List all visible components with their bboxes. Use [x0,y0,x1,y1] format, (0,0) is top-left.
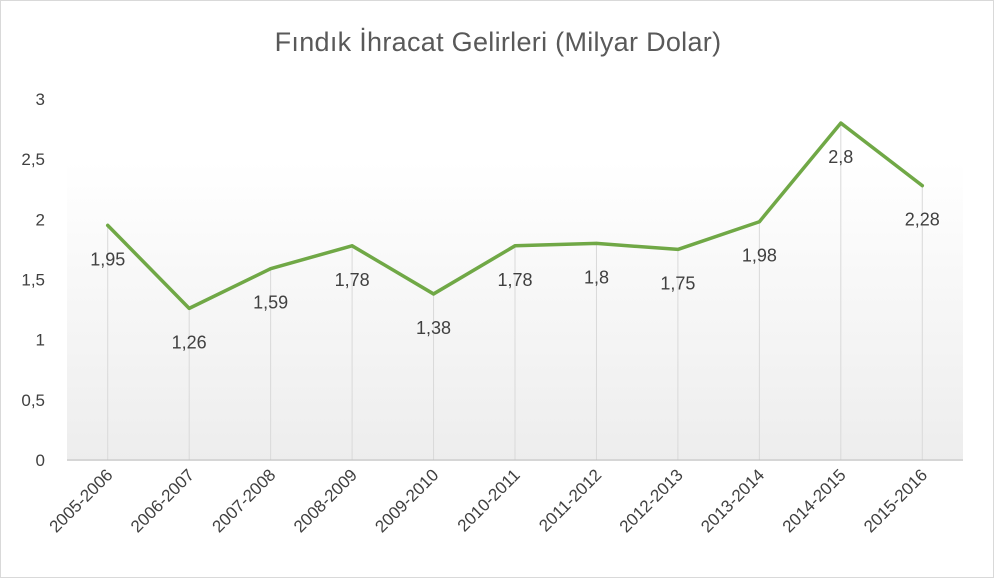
data-point [350,244,354,248]
data-label: 1,95 [90,249,125,269]
data-label: 1,38 [416,318,451,338]
y-tick-label: 2 [36,210,45,229]
x-tick-label: 2010-2011 [454,465,524,535]
data-label: 1,78 [497,270,532,290]
data-point [269,267,273,271]
data-point [594,241,598,245]
x-tick-label: 2009-2010 [371,465,442,536]
data-label: 2,28 [905,210,940,230]
x-tick-label: 2014-2015 [779,465,850,536]
data-label: 1,98 [742,246,777,266]
data-point [920,184,924,188]
x-tick-label: 2013-2014 [697,465,768,536]
y-tick-label: 1,5 [21,271,45,290]
data-point [676,247,680,251]
data-point [187,306,191,310]
x-tick-label: 2012-2013 [616,465,687,536]
y-tick-label: 0,5 [21,391,45,410]
data-label: 1,59 [253,293,288,313]
x-tick-label: 2005-2006 [46,465,117,536]
y-tick-label: 1 [36,331,45,350]
data-label: 2,8 [828,147,853,167]
x-tick-label: 2006-2007 [127,465,198,536]
chart-title: Fındık İhracat Gelirleri (Milyar Dolar) [274,27,722,57]
y-tick-label: 2,5 [21,150,45,169]
y-tick-label: 0 [36,451,45,470]
x-tick-label: 2015-2016 [860,465,931,536]
data-label: 1,26 [172,332,207,352]
data-point [432,292,436,296]
data-point [513,244,517,248]
data-point [106,223,110,227]
data-point [757,220,761,224]
x-tick-label: 2011-2012 [535,465,605,535]
data-label: 1,78 [335,270,370,290]
y-tick-label: 3 [36,90,45,109]
data-label: 1,8 [584,267,609,287]
x-tick-label: 2007-2008 [209,465,280,536]
data-label: 1,75 [660,273,695,293]
x-tick-label: 2008-2009 [290,465,361,536]
data-point [839,121,843,125]
